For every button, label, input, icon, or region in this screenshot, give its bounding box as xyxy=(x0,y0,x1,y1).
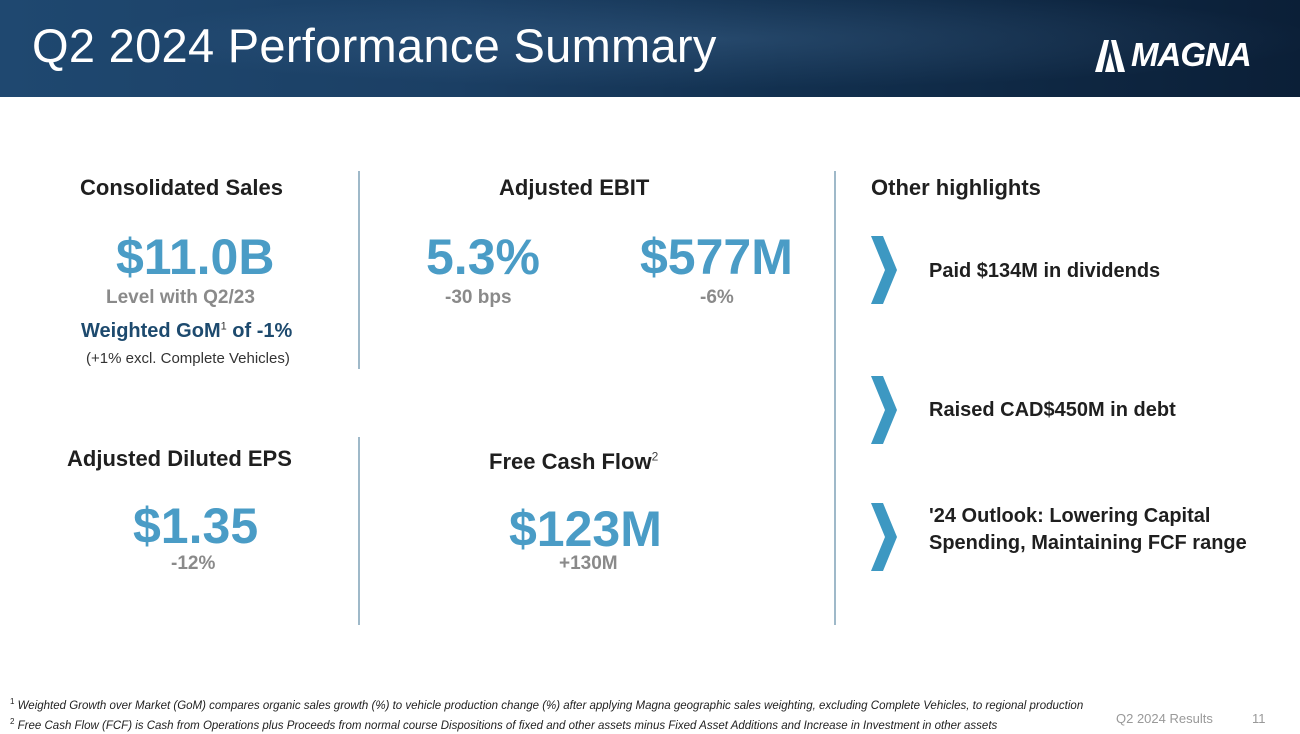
magna-logo-icon xyxy=(1095,40,1125,72)
other-highlights-title: Other highlights xyxy=(871,175,1041,200)
footnote-1-number: 1 xyxy=(10,697,15,706)
divider-left-bottom xyxy=(358,437,360,625)
free-cash-flow-title: Free Cash Flow2 xyxy=(489,449,658,475)
page-number: 11 xyxy=(1252,711,1266,726)
footnote-1-text: Weighted Growth over Market (GoM) compar… xyxy=(14,699,1084,712)
highlight-item-dividends: Paid $134M in dividends xyxy=(929,258,1160,285)
highlight-item-line-2: Spending, Maintaining FCF range xyxy=(929,532,1247,554)
ebit-amount-value: $577M xyxy=(640,229,793,285)
footnote-2-number: 2 xyxy=(10,716,15,726)
weighted-gom-value: of -1% xyxy=(226,320,293,342)
divider-left-top xyxy=(358,171,360,369)
free-cash-flow-value: $123M xyxy=(509,501,662,557)
weighted-gom-label: Weighted GoM xyxy=(81,320,221,342)
adjusted-eps-value: $1.35 xyxy=(133,498,259,554)
chevron-right-icon xyxy=(871,503,897,571)
weighted-gom: Weighted GoM1 of -1% xyxy=(81,320,292,343)
consolidated-sales-value: $11.0B xyxy=(116,229,275,285)
ebit-margin-change: -30 bps xyxy=(445,287,512,308)
free-cash-flow-title-text: Free Cash Flow xyxy=(489,449,652,474)
ebit-margin-value: 5.3% xyxy=(426,229,540,285)
magna-logo-text: MAGNA xyxy=(1131,36,1252,73)
highlight-item-debt: Raised CAD$450M in debt xyxy=(929,397,1176,424)
highlight-item-line-1: '24 Outlook: Lowering Capital xyxy=(929,505,1211,527)
footnotes: 1 Weighted Growth over Market (GoM) comp… xyxy=(10,694,1083,734)
highlight-item-outlook: '24 Outlook: Lowering Capital Spending, … xyxy=(929,503,1247,557)
page-title: Q2 2024 Performance Summary xyxy=(32,19,717,72)
footnote-1: 1 Weighted Growth over Market (GoM) comp… xyxy=(10,694,1083,714)
consolidated-sales-title: Consolidated Sales xyxy=(80,175,283,200)
weighted-gom-footnote-ref: 1 xyxy=(220,320,227,333)
footnote-2: 2 Free Cash Flow (FCF) is Cash from Oper… xyxy=(10,714,1083,734)
highlight-item-text: Raised CAD$450M in debt xyxy=(929,399,1176,421)
consolidated-sales-change: Level with Q2/23 xyxy=(106,287,255,308)
divider-right xyxy=(834,171,836,625)
footnote-2-text: Free Cash Flow (FCF) is Cash from Operat… xyxy=(14,719,998,732)
adjusted-eps-change: -12% xyxy=(171,553,216,574)
highlight-item-text: Paid $134M in dividends xyxy=(929,260,1161,282)
chevron-right-icon xyxy=(871,376,897,444)
ebit-amount-change: -6% xyxy=(700,287,734,308)
magna-logo: MAGNA xyxy=(1093,36,1252,74)
deck-label: Q2 2024 Results xyxy=(1116,711,1213,726)
weighted-gom-note: (+1% excl. Complete Vehicles) xyxy=(86,350,290,367)
free-cash-flow-footnote-ref: 2 xyxy=(651,449,659,464)
adjusted-eps-title: Adjusted Diluted EPS xyxy=(67,446,292,471)
chevron-right-icon xyxy=(871,236,897,304)
highlight-item-text: '24 Outlook: Lowering Capital Spending, … xyxy=(929,503,1247,557)
adjusted-ebit-title: Adjusted EBIT xyxy=(499,175,650,200)
free-cash-flow-change: +130M xyxy=(559,553,618,574)
header-banner: Q2 2024 Performance Summary MAGNA xyxy=(0,0,1300,97)
